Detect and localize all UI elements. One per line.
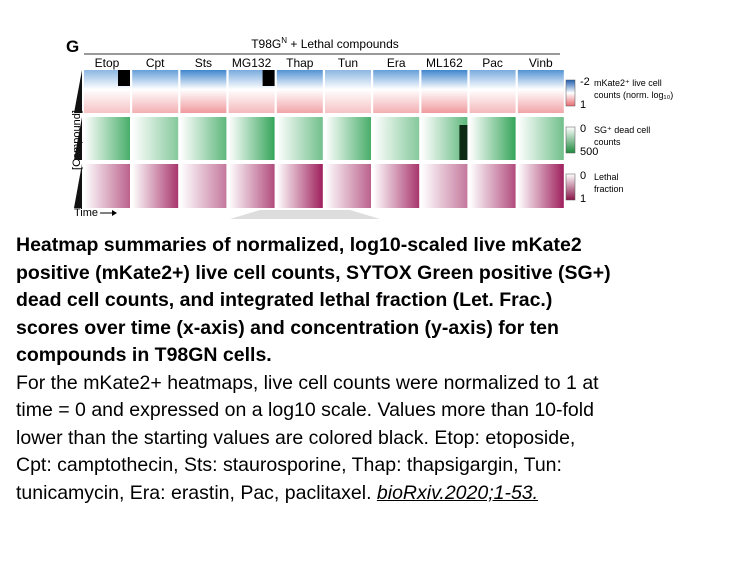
row-wedge: [74, 164, 82, 208]
heatmap-cell: [276, 117, 323, 160]
caption-line: Cpt: camptothecin, Sts: staurosporine, T…: [16, 454, 562, 476]
row-wedge: [74, 117, 82, 160]
citation: bioRxiv.2020;1-53.: [376, 481, 539, 504]
legend-label: counts (norm. log₁₀): [594, 90, 673, 100]
heatmap-cell: [517, 164, 564, 208]
column-label: Vinb: [529, 56, 553, 70]
column-label: Cpt: [146, 56, 165, 70]
legend-top: 0: [580, 170, 586, 182]
heatmap-cell: [373, 70, 420, 113]
heatmap-cell: [469, 70, 516, 113]
caption-line: For the mKate2+ heatmaps, live cell coun…: [16, 371, 599, 394]
heatmap-cell: [373, 164, 420, 208]
legend-bottom: 500: [580, 146, 598, 158]
heatmap-cell: [180, 164, 227, 208]
black-region: [118, 70, 130, 86]
heatmap-cell: [469, 117, 516, 160]
column-label: Tun: [338, 56, 358, 70]
caption-bold-line: scores over time (x-axis) and concentrat…: [16, 316, 559, 339]
legend-bar: [565, 79, 576, 107]
legend-bottom: 1: [580, 193, 586, 205]
caption-bold-line: compounds in T98GN cells.: [16, 344, 272, 366]
title-main: T98G: [251, 37, 281, 51]
heatmap-cell: [132, 70, 179, 113]
heatmap-cell: [84, 164, 130, 208]
figure-title: T98GN + Lethal compounds: [251, 36, 399, 51]
caption-line-text: tunicamycin, Era: erastin, Pac, paclitax…: [16, 481, 377, 504]
heatmap-cell: [517, 117, 564, 160]
heatmap-cell: [132, 117, 179, 160]
heatmap-cell: [517, 70, 564, 113]
heatmap-cell: [228, 117, 275, 160]
heatmap-cell: [325, 117, 371, 160]
title-rest: + Lethal compounds: [287, 37, 399, 51]
legend-label: Lethal: [594, 172, 619, 182]
x-label: Time: [74, 207, 98, 219]
legend-label: fraction: [594, 184, 624, 194]
legend-label: SG⁺ dead cell: [594, 125, 650, 135]
column-label: ML162: [426, 56, 463, 70]
heatmap-cell: [276, 70, 323, 113]
heatmap-cell: [469, 164, 516, 208]
heatmap-cell: [180, 70, 227, 113]
heatmap-cell: [325, 164, 371, 208]
column-label: MG132: [232, 56, 272, 70]
heatmap-cell: [228, 164, 275, 208]
column-label: Thap: [286, 56, 314, 70]
legend-bar: [565, 126, 576, 154]
legend-label: mKate2⁺ live cell: [594, 78, 662, 88]
heatmap-cell: [373, 117, 420, 160]
legend-bottom: 1: [580, 99, 586, 111]
heatmap-cell: [325, 70, 371, 113]
black-region: [262, 70, 275, 86]
caption: Heatmap summaries of normalized, log10-s…: [16, 232, 751, 507]
heatmap-cell: [132, 164, 179, 208]
row-wedge: [74, 70, 82, 113]
figure: G T98GN + Lethal compounds [Compound] Ti…: [66, 36, 673, 219]
legend-label: counts: [594, 137, 621, 147]
caption-line: time = 0 and expressed on a log10 scale.…: [16, 399, 594, 421]
caption-bold-line: dead cell counts, and integrated lethal …: [16, 289, 553, 311]
column-label: Era: [387, 56, 406, 70]
title-sup: N: [281, 36, 287, 45]
heatmap-cell: [421, 70, 468, 113]
heatmap-cell: [180, 117, 227, 160]
heatmap-cell: [421, 164, 468, 208]
caption-line: tunicamycin, Era: erastin, Pac, paclitax…: [16, 480, 751, 508]
caption-bold-line: Heatmap summaries of normalized, log10-s…: [16, 234, 582, 256]
time-arrow-head: [112, 210, 117, 216]
zoom-wedge: [230, 210, 380, 219]
column-label: Etop: [95, 56, 120, 70]
legend-top: 0: [580, 123, 586, 135]
legend-bar: [565, 173, 576, 201]
caption-bold-line: positive (mKate2+) live cell counts, SYT…: [16, 261, 611, 284]
caption-line: lower than the starting values are color…: [16, 426, 576, 449]
column-label: Sts: [195, 56, 212, 70]
column-label: Pac: [482, 56, 503, 70]
heatmap-cell: [276, 164, 323, 208]
panel-label: G: [66, 37, 79, 56]
legend-top: -2: [580, 76, 590, 88]
dark-region: [459, 125, 468, 160]
heatmap-cell: [84, 117, 130, 160]
